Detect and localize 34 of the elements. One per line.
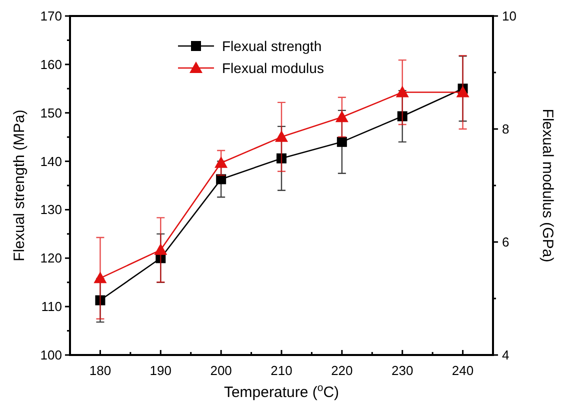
x-tick-label: 240 (452, 363, 474, 378)
point (94, 272, 107, 284)
y-tick-label: 170 (40, 8, 62, 24)
y-tick-label: 110 (41, 299, 62, 314)
x-tick-label: 180 (89, 363, 112, 378)
x-tick-label: 200 (210, 363, 232, 378)
x-tick-label: 210 (270, 363, 292, 378)
point (396, 86, 409, 98)
point (336, 136, 347, 147)
y2-axis-title: Flexual modulus (GPa) (539, 108, 556, 262)
point (276, 153, 286, 164)
y-tick-label: 150 (40, 105, 62, 120)
x-axis-title: Temperature ($^{o}$C) (224, 382, 340, 401)
legend-label: Flexual modulus (222, 60, 324, 76)
y2-tick-label: 4 (502, 348, 510, 362)
x-tick-label: 220 (331, 363, 353, 378)
y2-tick-label: 6 (502, 234, 510, 250)
y2-tick-label: 8 (502, 122, 510, 136)
y-tick-label: 140 (40, 154, 62, 169)
point (214, 156, 228, 168)
point (275, 130, 288, 142)
y-tick-label: 120 (40, 250, 62, 266)
y2-tick-label: 10 (502, 8, 516, 24)
point (335, 110, 348, 122)
y-tick-label: 160 (40, 56, 62, 72)
y-tick-label: 100 (40, 348, 62, 362)
point (154, 243, 168, 255)
y-tick-label: 130 (40, 202, 62, 218)
x-tick-label: 230 (392, 363, 414, 378)
y-axis-title: Flexual strength (MPa) (11, 110, 28, 262)
legend-label: Flexual strength (222, 38, 322, 54)
x-tick-label: 190 (150, 363, 172, 378)
point (456, 86, 470, 98)
point (397, 111, 408, 122)
